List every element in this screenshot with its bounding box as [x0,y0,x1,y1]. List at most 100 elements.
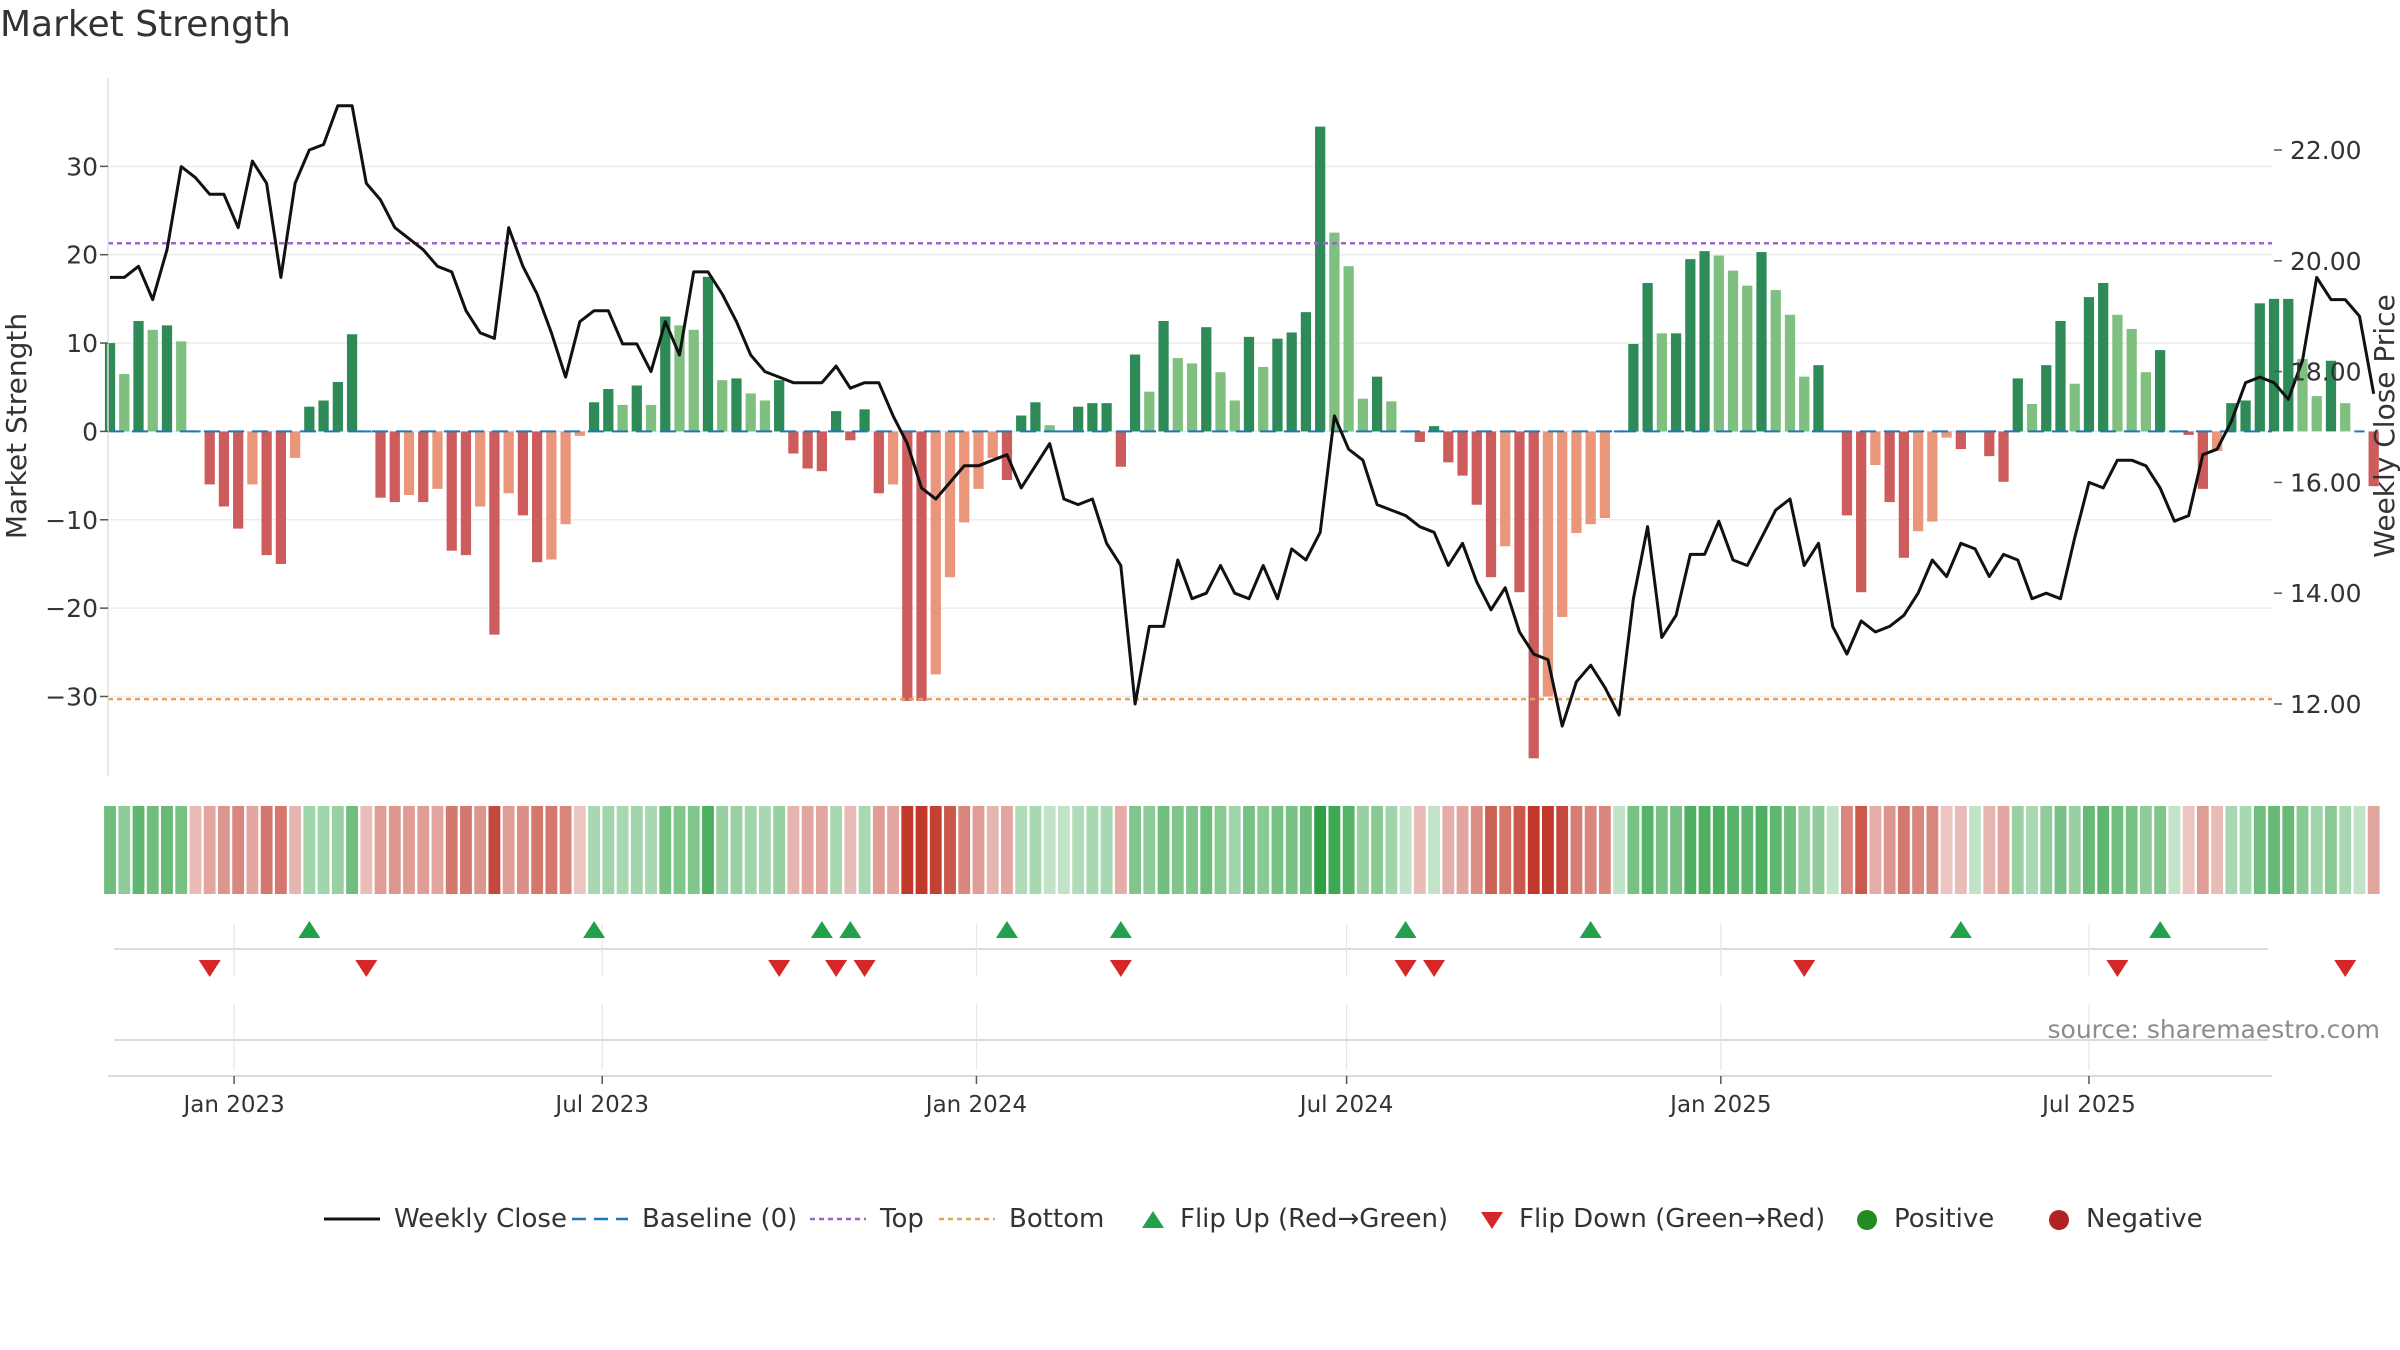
flip-up-marker [995,921,1018,938]
strength-bar [1599,431,1611,519]
heat-cell [759,806,771,894]
heat-cell [360,806,373,894]
strength-bar [816,431,828,472]
strength-bar [1813,365,1824,432]
strength-bar [1215,372,1226,432]
strength-bar [574,431,585,436]
legend-top-swatch [808,1204,868,1241]
heat-cell [2253,806,2266,894]
strength-bar [104,343,116,432]
heat-cell [1186,806,1198,894]
flip-down-marker [1394,960,1417,977]
strength-bar [1784,314,1796,432]
heat-cell [1143,806,1156,894]
strength-bar [218,431,230,507]
flip-up-marker [1109,921,1132,938]
strength-bar [2325,360,2337,432]
strength-bar [2155,350,2166,432]
heat-cell [203,806,216,894]
strength-bar [1955,431,1966,450]
heat-cell [1015,806,1028,894]
heat-cell [1100,806,1113,894]
strength-bar [1329,232,1340,432]
strength-bar [1898,431,1910,558]
strength-bar [418,431,429,503]
strength-bar [873,431,884,494]
heat-cell [2296,806,2309,894]
heat-cell [1584,806,1597,894]
heat-cell [858,806,871,894]
strength-bar [1656,333,1667,432]
strength-bar [176,341,187,432]
heat-cell [1897,806,1910,894]
strength-bar [275,431,287,564]
x-tick-label: Jan 2024 [924,1092,1027,1118]
heat-cell [716,806,729,894]
heat-cell [1328,806,1341,894]
strength-bar [2026,404,2038,432]
flip-up-marker [810,921,833,938]
strength-bar [304,406,315,432]
weekly-close-path [110,104,2376,728]
strength-bar [1016,415,1027,432]
strength-bar [1457,431,1468,476]
flip-up-marker [1579,921,1602,938]
heat-cell [1114,806,1127,894]
strength-bar [1443,431,1454,463]
strength-bar [2283,298,2294,432]
strength-bar [1343,266,1354,432]
strength-bar [845,431,856,441]
strength-bar [1984,431,1995,457]
flip-down-marker [825,960,848,977]
heat-cell [2011,806,2024,894]
heat-cell [702,806,714,894]
heat-cell [2083,806,2095,894]
heat-cell [445,806,458,894]
strength-bar [2012,378,2023,432]
flip-up-marker [839,921,862,938]
heat-cell [1841,806,1853,894]
flip-markers [114,921,2357,1070]
heat-cell [1385,806,1398,894]
legend-flip-down-swatch [1477,1204,1507,1241]
legend-bottom-label: Bottom [1009,1204,1105,1234]
heat-cell [986,806,999,894]
heat-cell [1485,806,1497,894]
strength-bar [1286,332,1297,432]
heat-cell [1214,806,1227,894]
strength-bar [1500,431,1511,547]
heat-cell [872,806,885,894]
strength-bar [788,431,799,454]
strength-bar [261,431,272,556]
strength-bar [1941,431,1952,438]
strength-bar [603,389,614,432]
heat-cell [602,806,615,894]
y-tick-label: 10 [66,329,98,358]
flip-up-marker [2149,921,2172,938]
heat-cell [1940,806,1953,894]
heat-cell [132,806,145,894]
strength-bar [759,400,771,432]
heat-cell [2068,806,2081,894]
heat-cell [1997,806,2010,894]
strength-bar [1628,343,1639,432]
heat-cell [787,806,800,894]
heat-cell [659,806,672,894]
heat-cell [1769,806,1782,894]
heat-cell [1285,806,1298,894]
heat-cell [1727,806,1739,894]
strength-bar [1969,430,1981,433]
heat-cell [1029,806,1042,894]
heat-cell [1926,806,1939,894]
heat-cell [118,806,131,894]
strength-bar [1485,431,1497,578]
heat-cell [1171,806,1184,894]
legend-flip-up-label: Flip Up (Red→Green) [1180,1204,1449,1234]
weekly-close-line [110,104,2376,728]
flip-down-marker [768,960,791,977]
strength-bar [2254,303,2265,432]
strength-bar [1998,431,2009,482]
strength-bar [1058,430,1070,433]
strength-bar [446,431,457,551]
